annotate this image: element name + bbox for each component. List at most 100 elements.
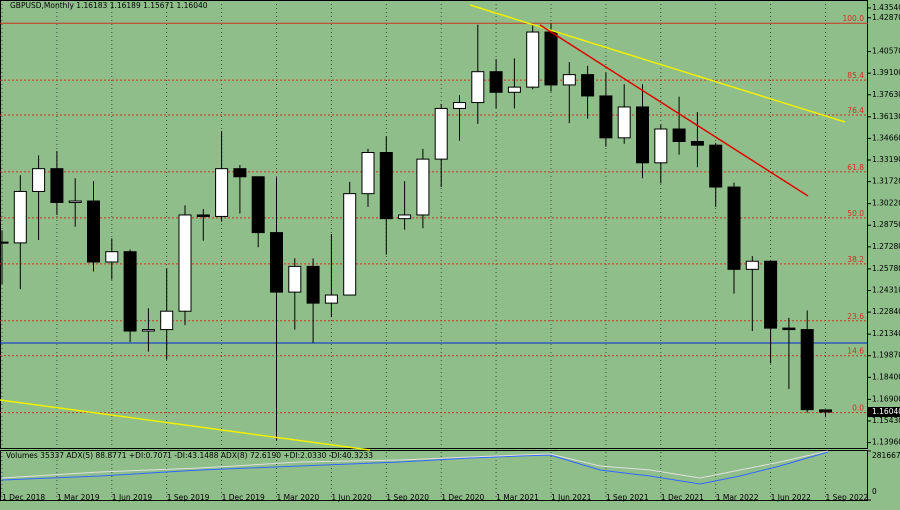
candle-body (800, 329, 814, 411)
y-tick-label: 1.21340 (872, 329, 900, 338)
candle-body (87, 200, 100, 263)
candle-body (690, 140, 704, 146)
fib-label: 0.0 (852, 404, 864, 413)
candle-body (324, 294, 338, 304)
candle-body (727, 186, 741, 270)
x-tick-label: 1 Sep 2022 (826, 493, 869, 502)
x-tick-label: 1 Jun 2022 (771, 493, 812, 502)
candle-body (581, 74, 595, 97)
y-tick-label: 1.15430 (872, 416, 900, 425)
last-price-label: 1.16040 (872, 407, 900, 416)
candle-body (489, 71, 503, 93)
x-tick-label: 1 Mar 2020 (277, 493, 320, 502)
candle-body (68, 200, 82, 203)
y-tick-label: 1.13960 (872, 438, 900, 447)
fib-label: 38.2 (847, 255, 864, 264)
candle-body (178, 214, 192, 312)
candle-body (306, 265, 320, 304)
y-tick-label: 1.22840 (872, 307, 900, 316)
y-tick-label: 1.24310 (872, 285, 900, 294)
y-tick-label: 1.34660 (872, 133, 900, 142)
candle-body (251, 176, 265, 234)
candle-body (343, 193, 357, 296)
y-tick-label: 1.19870 (872, 351, 900, 360)
candle-body (361, 152, 375, 195)
candle-body (562, 74, 576, 86)
x-tick-label: 1 Dec 2020 (441, 493, 484, 502)
candle-body (416, 158, 430, 216)
candle-body (617, 106, 631, 139)
candle-body (160, 310, 174, 331)
candle-body (196, 214, 210, 217)
volume-label: Volumes 35337 ADX(5) 88.8771 +DI:0.7071 … (6, 451, 373, 460)
y-tick-label: 1.18400 (872, 372, 900, 381)
y-tick-label: 1.16900 (872, 394, 900, 403)
fib-label: 85.4 (847, 71, 864, 80)
x-tick-label: 1 Dec 2019 (222, 493, 265, 502)
fib-label: 50.0 (847, 209, 864, 218)
candle-body (288, 265, 302, 293)
adx-line (1, 451, 829, 485)
candle-body (13, 190, 27, 244)
candle-body (32, 168, 46, 192)
candle-body (745, 260, 759, 270)
volume-pane-border (0, 450, 868, 501)
x-tick-label: 1 Sep 2019 (167, 493, 210, 502)
y-tick-label: 1.36130 (872, 112, 900, 121)
x-tick-label: 1 Jun 2021 (551, 493, 592, 502)
x-tick-label: 1 Jun 2020 (331, 493, 372, 502)
last-price-box (868, 407, 900, 418)
candle-body (270, 232, 283, 293)
y-tick-label: 1.42870 (872, 13, 900, 22)
x-tick-label: 1 Dec 2018 (2, 493, 45, 502)
candle-body (398, 214, 412, 220)
fib-label: 23.6 (847, 312, 864, 321)
fib-label: 76.4 (847, 106, 864, 115)
candle-body (0, 241, 9, 244)
main-pane-border (0, 0, 868, 449)
y-tick-label: 1.31720 (872, 177, 900, 186)
adx-line (1, 450, 829, 479)
candle-body (764, 260, 778, 329)
candle-body (105, 251, 119, 263)
chart-title: GBPUSD,Monthly 1.16183 1.16189 1.15671 1… (10, 1, 208, 10)
y-tick-label: 1.30220 (872, 199, 900, 208)
volume-tick-label: 0 (872, 487, 877, 496)
candle-body (123, 251, 137, 332)
x-tick-label: 1 Jun 2019 (112, 493, 153, 502)
candle-body (654, 128, 668, 164)
candle-body (526, 31, 540, 88)
y-tick-label: 1.40570 (872, 47, 900, 56)
candle-body (544, 31, 558, 86)
trend-line (539, 24, 809, 197)
y-tick-label: 1.39100 (872, 68, 900, 77)
candle-body (233, 168, 247, 178)
candle-body (50, 168, 64, 203)
candle-body (507, 86, 521, 93)
candle-body (453, 102, 466, 109)
y-tick-label: 1.27280 (872, 242, 900, 251)
y-tick-label: 1.37630 (872, 90, 900, 99)
candle-body (141, 329, 155, 332)
fib-label: 100.0 (843, 14, 865, 23)
trend-line (0, 399, 371, 451)
candle-body (599, 95, 613, 139)
trend-line (469, 4, 846, 123)
candle-body (434, 107, 448, 160)
x-tick-label: 1 Dec 2021 (661, 493, 704, 502)
x-tick-label: 1 Sep 2020 (386, 493, 429, 502)
candle-body (782, 327, 796, 331)
candle-body (471, 71, 485, 104)
volume-tick-label: 281667 (872, 451, 900, 460)
x-tick-label: 1 Mar 2022 (716, 493, 759, 502)
candle-body (215, 168, 229, 217)
y-tick-label: 1.33190 (872, 155, 900, 164)
y-tick-label: 1.25780 (872, 264, 900, 273)
x-tick-label: 1 Sep 2021 (606, 493, 649, 502)
fib-label: 61.8 (847, 163, 864, 172)
y-tick-label: 1.28750 (872, 220, 900, 229)
candle-body (672, 128, 686, 142)
